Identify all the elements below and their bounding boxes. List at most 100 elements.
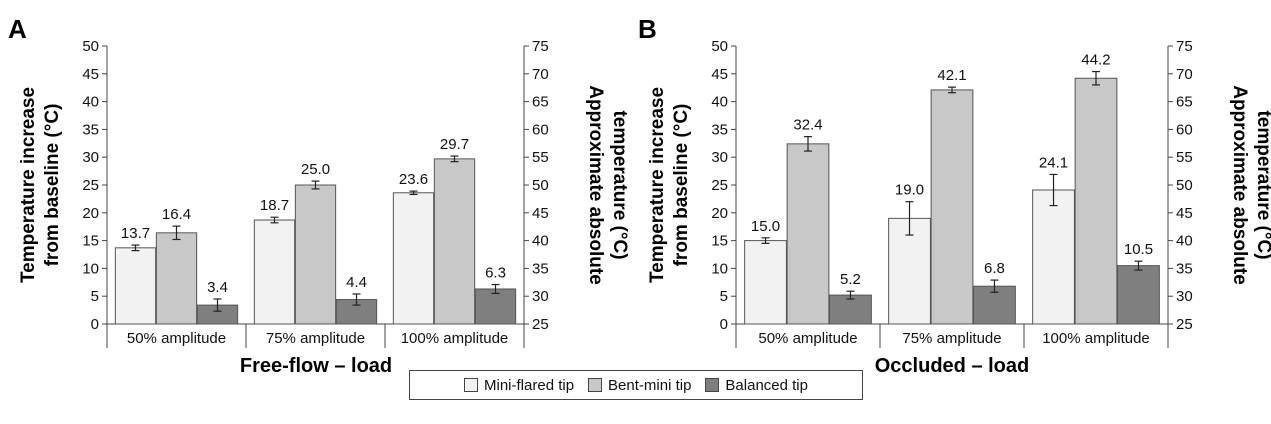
panel-b-y2tick-label: 60 [1176, 121, 1193, 138]
panel-a-bar-mini-flared [114, 247, 157, 325]
panel-b-ytick-label: 25 [711, 177, 728, 194]
panel-b-ylabel: Temperature increase [647, 87, 668, 283]
panel-a-data-label-mini-flared: 23.6 [399, 171, 428, 188]
panel-b-category-label: 75% amplitude [902, 330, 1001, 347]
panel-a-y2tick-label: 40 [532, 233, 549, 250]
panel-b-y2tick-label: 35 [1176, 260, 1193, 277]
panel-b-bar-mini-flared [744, 240, 787, 325]
panel-b-y2tick-label: 40 [1176, 233, 1193, 250]
panel-b-y2tick-label: 75 [1176, 38, 1193, 55]
panel-b-ylabel: from baseline (°C) [671, 104, 692, 267]
panel-b-bar-bent-mini [1074, 77, 1118, 325]
panel-a-ytick-label: 0 [91, 316, 99, 333]
legend-label-mini-flared: Mini-flared tip [484, 376, 575, 394]
panel-b-bar-bent-mini [930, 89, 974, 325]
panel-a-data-label-balanced: 6.3 [485, 265, 506, 282]
panel-b-bar-mini-flared [888, 217, 931, 325]
panel-a-category-label: 50% amplitude [127, 330, 226, 347]
panel-a-y2tick-label: 45 [532, 205, 549, 222]
panel-a-label: A [8, 14, 27, 44]
panel-b-label: B [638, 14, 657, 44]
panel-a-y2label: Approximate absolute [585, 85, 606, 285]
panel-b-bar-bent-mini [786, 143, 830, 325]
panel-a-y2label: temperature (°C) [609, 110, 630, 259]
panel-a-y2tick-label: 70 [532, 66, 549, 83]
panel-a-bar-bent-mini [294, 184, 337, 325]
legend-label-balanced: Balanced tip [725, 376, 808, 394]
panel-a-xlabel: Free-flow – load [240, 355, 392, 377]
panel-b-ytick-label: 30 [711, 149, 728, 166]
panel-b-data-label-balanced: 5.2 [840, 271, 861, 288]
panel-a-ytick-label: 15 [82, 233, 99, 250]
panel-b-category-label: 50% amplitude [758, 330, 857, 347]
panel-a-y2tick-label: 35 [532, 260, 549, 277]
panel-b-data-label-balanced: 10.5 [1124, 241, 1153, 258]
panel-a-y2tick-label: 60 [532, 121, 549, 138]
panel-b-y2label: temperature (°C) [1253, 110, 1271, 259]
panel-a-ytick-label: 30 [82, 149, 99, 166]
panel-b-ytick-label: 10 [711, 260, 728, 277]
panel-a-category-label: 100% amplitude [401, 330, 509, 347]
panel-b-ytick-label: 40 [711, 94, 728, 111]
panel-b-y2tick-label: 65 [1176, 94, 1193, 111]
panel-b-data-label-bent-mini: 32.4 [793, 117, 822, 134]
legend-swatch-mini-flared [464, 378, 479, 392]
panel-b-ytick-label: 50 [711, 38, 728, 55]
panel-b-data-label-bent-mini: 44.2 [1081, 52, 1110, 69]
panel-a-data-label-balanced: 3.4 [207, 279, 228, 296]
panel-a-ytick-label: 35 [82, 121, 99, 138]
panel-a-bar-balanced [474, 288, 517, 325]
panel-a-data-label-mini-flared: 18.7 [260, 197, 289, 214]
legend-swatch-bent-mini [588, 378, 603, 392]
panel-a-data-label-bent-mini: 29.7 [440, 136, 469, 153]
panel-b-xlabel: Occluded – load [875, 355, 1029, 377]
panel-a-bar-mini-flared [392, 192, 435, 325]
panel-b-ytick-label: 0 [720, 316, 728, 333]
panel-b-ytick-label: 5 [720, 288, 728, 305]
panel-a-ytick-label: 50 [82, 38, 99, 55]
panel-b-ytick-label: 20 [711, 205, 728, 222]
panel-a-bar-bent-mini [155, 232, 198, 325]
panel-b-bar-balanced [1117, 265, 1160, 325]
panel-a-ytick-label: 45 [82, 66, 99, 83]
panel-b-bar-mini-flared [1032, 189, 1075, 325]
panel-a-data-label-mini-flared: 13.7 [121, 225, 150, 242]
panel-a-ytick-label: 20 [82, 205, 99, 222]
panel-b-category-label: 100% amplitude [1042, 330, 1150, 347]
legend-label-bent-mini: Bent-mini tip [608, 376, 692, 394]
panel-a-ytick-label: 40 [82, 94, 99, 111]
panel-a-y2tick-label: 25 [532, 316, 549, 333]
panel-a-ylabel: Temperature increase [18, 87, 39, 283]
panel-a-y2tick-label: 30 [532, 288, 549, 305]
panel-a-y2tick-label: 55 [532, 149, 549, 166]
panel-b-data-label-mini-flared: 24.1 [1039, 154, 1068, 171]
legend-item-bent-mini: Bent-mini tip [588, 377, 691, 394]
panel-a-ylabel: from baseline (°C) [42, 104, 63, 267]
panel-a-data-label-bent-mini: 16.4 [162, 206, 191, 223]
legend-item-balanced: Balanced tip [705, 377, 808, 394]
panel-b-data-label-mini-flared: 15.0 [751, 218, 780, 235]
panel-a-ytick-label: 5 [91, 288, 99, 305]
panel-a-ytick-label: 25 [82, 177, 99, 194]
panel-b-y2tick-label: 25 [1176, 316, 1193, 333]
panel-b-y2tick-label: 30 [1176, 288, 1193, 305]
panel-b-y2tick-label: 45 [1176, 205, 1193, 222]
legend-swatch-balanced [705, 378, 720, 392]
panel-a-ytick-label: 10 [82, 260, 99, 277]
panel-b-y2tick-label: 55 [1176, 149, 1193, 166]
legend: Mini-flared tip Bent-mini tip Balanced t… [409, 370, 863, 400]
panel-a-data-label-bent-mini: 25.0 [301, 161, 330, 178]
panel-b-data-label-bent-mini: 42.1 [937, 67, 966, 84]
panel-a-y2tick-label: 50 [532, 177, 549, 194]
panel-a-category-label: 75% amplitude [266, 330, 365, 347]
panel-b-data-label-balanced: 6.8 [984, 260, 1005, 277]
panel-b-y2tick-label: 70 [1176, 66, 1193, 83]
panel-a-y2tick-label: 65 [532, 94, 549, 111]
panel-b-ytick-label: 15 [711, 233, 728, 250]
panel-a-bar-bent-mini [433, 158, 476, 325]
panel-b-y2tick-label: 50 [1176, 177, 1193, 194]
legend-item-mini-flared: Mini-flared tip [464, 377, 574, 394]
panel-a-y2tick-label: 75 [532, 38, 549, 55]
